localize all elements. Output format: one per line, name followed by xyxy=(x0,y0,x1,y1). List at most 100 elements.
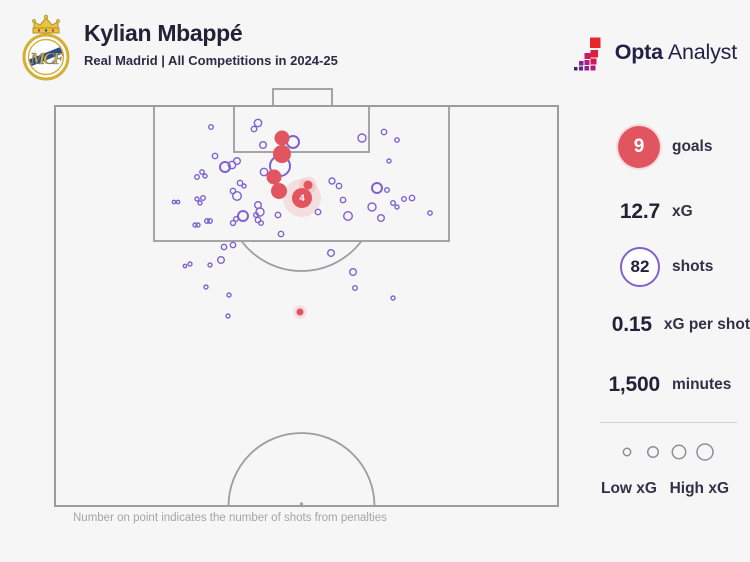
footnote: Number on point indicates the number of … xyxy=(73,512,387,524)
shot-marker xyxy=(254,216,262,224)
shot-marker xyxy=(227,160,237,170)
shot-marker xyxy=(182,263,188,269)
goals-label: goals xyxy=(672,138,713,155)
goal-marker xyxy=(274,130,290,146)
shots-label: shots xyxy=(672,258,714,275)
shot-marker xyxy=(390,295,396,301)
shot-marker xyxy=(394,204,400,210)
goals-value: 9 xyxy=(633,136,645,157)
minutes-label: minutes xyxy=(672,376,732,393)
opta-analyst-logo: Opta Analyst xyxy=(572,30,737,74)
goal-marker xyxy=(292,188,312,208)
title-block: Kylian Mbappé Real Madrid | All Competit… xyxy=(84,20,338,69)
shot-marker xyxy=(192,222,198,228)
shot-marker xyxy=(352,285,359,292)
minutes-value: 1,500 xyxy=(608,373,660,396)
goal-marker xyxy=(303,180,313,190)
shot-marker xyxy=(199,194,206,201)
shot-marker xyxy=(216,256,225,265)
shot-marker xyxy=(202,173,208,179)
shot-marker xyxy=(386,158,392,164)
shot-marker xyxy=(327,248,336,257)
goal-frame xyxy=(272,88,333,107)
shot-marker xyxy=(220,243,228,251)
brand-wordmark: Opta Analyst xyxy=(615,40,737,65)
shot-marker xyxy=(274,211,282,219)
shot-marker xyxy=(175,199,181,205)
stat-goals: 9 goals xyxy=(560,125,750,169)
shot-marker xyxy=(207,262,213,268)
shot-marker xyxy=(390,199,397,206)
real-madrid-crest: MCF xyxy=(22,14,70,81)
shot-marker xyxy=(219,161,231,173)
legend-size-circle xyxy=(622,447,632,457)
shot-marker xyxy=(207,123,214,130)
legend-size-circle xyxy=(671,444,687,460)
shot-marker xyxy=(206,217,213,224)
shot-marker xyxy=(380,128,388,136)
legend-size-circle xyxy=(696,443,714,461)
shot-marker xyxy=(193,173,200,180)
shot-marker xyxy=(427,210,433,216)
page-subtitle: Real Madrid | All Competitions in 2024-2… xyxy=(84,53,338,69)
shot-marker xyxy=(255,207,265,217)
goal-marker xyxy=(271,183,287,199)
legend-divider xyxy=(600,422,737,423)
shot-marker xyxy=(384,186,391,193)
shot-marker xyxy=(194,196,200,202)
shot-marker xyxy=(253,118,263,128)
shot-marker xyxy=(229,219,237,227)
shot-marker xyxy=(252,211,259,218)
shot-marker xyxy=(195,222,201,228)
crest-badge: MCF xyxy=(22,33,70,81)
penalty-count-label: 4 xyxy=(299,193,305,204)
shot-marker xyxy=(171,199,177,205)
shots-circle-badge: 82 xyxy=(620,247,660,287)
shot-marker xyxy=(197,200,203,206)
shot-marker xyxy=(408,194,416,202)
shot-marker xyxy=(328,177,336,185)
shot-marker xyxy=(339,196,347,204)
goal-marker xyxy=(273,145,291,163)
shot-marker xyxy=(225,313,231,319)
legend-low-xg-label: Low xG xyxy=(601,480,657,497)
stat-shots: 82 shots xyxy=(560,246,750,288)
shot-marker xyxy=(335,182,343,190)
shot-marker xyxy=(203,284,209,290)
header: MCF Kylian Mbappé Real Madrid | All Comp… xyxy=(0,0,750,86)
shot-marker xyxy=(259,167,269,177)
shot-marker xyxy=(277,230,285,238)
shot-marker xyxy=(253,200,262,209)
shot-marker xyxy=(231,190,242,201)
shot-marker xyxy=(367,202,377,212)
shot-marker xyxy=(377,213,386,222)
shot-marker xyxy=(394,137,400,143)
stat-minutes: 1,500 minutes xyxy=(560,370,750,400)
shot-marker xyxy=(241,183,247,189)
penalty-area xyxy=(153,105,450,242)
centre-circle xyxy=(227,432,376,507)
legend-size-scale xyxy=(622,443,714,461)
xg-label: xG xyxy=(672,203,693,220)
shot-marker xyxy=(229,241,237,249)
shot-marker xyxy=(203,217,210,224)
shot-marker xyxy=(237,210,249,222)
stat-xg: 12.7 xG xyxy=(560,197,750,227)
shot-marker xyxy=(259,140,268,149)
xg-value: 12.7 xyxy=(619,200,660,223)
shot-marker xyxy=(343,210,354,221)
shot-marker xyxy=(258,219,265,226)
shot-marker xyxy=(226,292,232,298)
page-title: Kylian Mbappé xyxy=(84,20,243,46)
penalty-arc xyxy=(240,240,363,272)
shot-markers: 4 xyxy=(171,118,433,319)
opta-steps-icon xyxy=(573,37,601,71)
legend-high-xg-label: High xG xyxy=(669,480,729,497)
centre-spot xyxy=(299,502,304,506)
shot-marker xyxy=(199,169,205,175)
brand-name-bold: Opta xyxy=(614,39,663,64)
shot-marker xyxy=(250,125,258,133)
pitch-outline xyxy=(54,105,559,507)
xg-per-shot-label: xG per shot xyxy=(663,316,750,333)
